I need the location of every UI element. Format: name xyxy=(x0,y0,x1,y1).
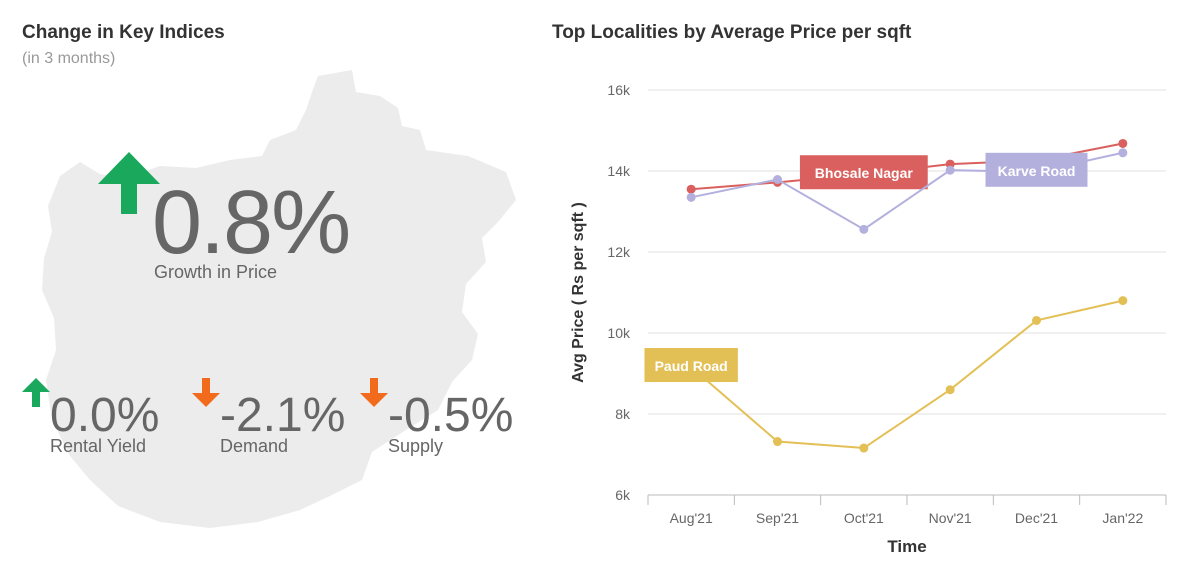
metric-rental-yield: 0.0% Rental Yield xyxy=(22,378,192,468)
locality-price-chart: 6k 8k 10k 12k 14k 16k Aug'21 Sep'21 Oct'21 Nov'21… xyxy=(570,82,1167,556)
series-label: Bhosale Nagar xyxy=(815,165,914,181)
indices-subtitle: (in 3 months) xyxy=(22,50,116,67)
y-tick-label: 12k xyxy=(607,244,631,260)
data-point xyxy=(686,184,696,194)
data-point xyxy=(773,175,782,185)
y-tick-label: 14k xyxy=(607,163,631,179)
supply-value: -0.5% xyxy=(388,389,514,442)
x-tick-label: Oct'21 xyxy=(844,510,884,526)
rental-yield-value: 0.0% xyxy=(50,389,160,442)
supply-label: Supply xyxy=(388,436,444,456)
x-tick-label: Nov'21 xyxy=(929,510,972,526)
price-growth-value: 0.8% xyxy=(152,173,351,273)
y-tick-label: 10k xyxy=(607,325,631,341)
arrow-up-icon xyxy=(98,152,160,214)
y-tick-label: 8k xyxy=(615,406,631,422)
x-tick-label: Jan'22 xyxy=(1102,510,1143,526)
demand-value: -2.1% xyxy=(220,389,346,442)
arrow-down-icon xyxy=(192,378,220,407)
data-point xyxy=(945,385,955,395)
arrow-down-icon xyxy=(360,378,388,407)
demand-label: Demand xyxy=(220,436,289,456)
y-tick-label: 6k xyxy=(615,487,631,503)
data-point xyxy=(859,443,869,453)
x-tick-label: Sep'21 xyxy=(756,510,799,526)
x-tick-label: Aug'21 xyxy=(670,510,713,526)
rental-yield-label: Rental Yield xyxy=(50,436,147,456)
data-point xyxy=(859,224,869,234)
arrow-up-icon xyxy=(22,378,50,407)
series-label-box xyxy=(799,155,928,190)
data-point xyxy=(1032,315,1041,325)
data-point xyxy=(686,192,696,202)
key-indices-panel: Change in Key Indices (in 3 months) 0.8%… xyxy=(0,0,540,567)
locality-price-panel: 6k 8k 10k 12k 14k 16k Aug'21 Sep'21 Oct'21 Nov'21… xyxy=(540,0,1192,567)
data-point xyxy=(945,165,955,175)
data-point xyxy=(1118,296,1128,306)
series-label-box xyxy=(644,348,738,383)
x-axis-title: Time xyxy=(887,537,926,556)
indices-title: Change in Key Indices xyxy=(22,22,225,43)
x-tick-label: Dec'21 xyxy=(1015,510,1058,526)
metric-supply: -0.5% Supply xyxy=(360,378,530,468)
series-label: Karve Road xyxy=(998,163,1076,179)
map-shape xyxy=(42,70,516,528)
price-growth-label: Growth in Price xyxy=(154,262,278,282)
y-tick-label: 16k xyxy=(607,82,631,98)
data-point xyxy=(1118,138,1128,148)
series-line xyxy=(690,299,1124,450)
data-point xyxy=(773,437,782,447)
series-label: Paud Road xyxy=(655,358,728,374)
metric-demand: -2.1% Demand xyxy=(192,378,362,468)
y-axis-title: Avg Price ( Rs per sqft ) xyxy=(570,202,587,383)
series-label-box xyxy=(985,152,1088,187)
chart-title: Top Localities by Average Price per sqft xyxy=(552,22,912,43)
city-map-silhouette xyxy=(42,70,516,528)
data-point xyxy=(1118,148,1128,158)
